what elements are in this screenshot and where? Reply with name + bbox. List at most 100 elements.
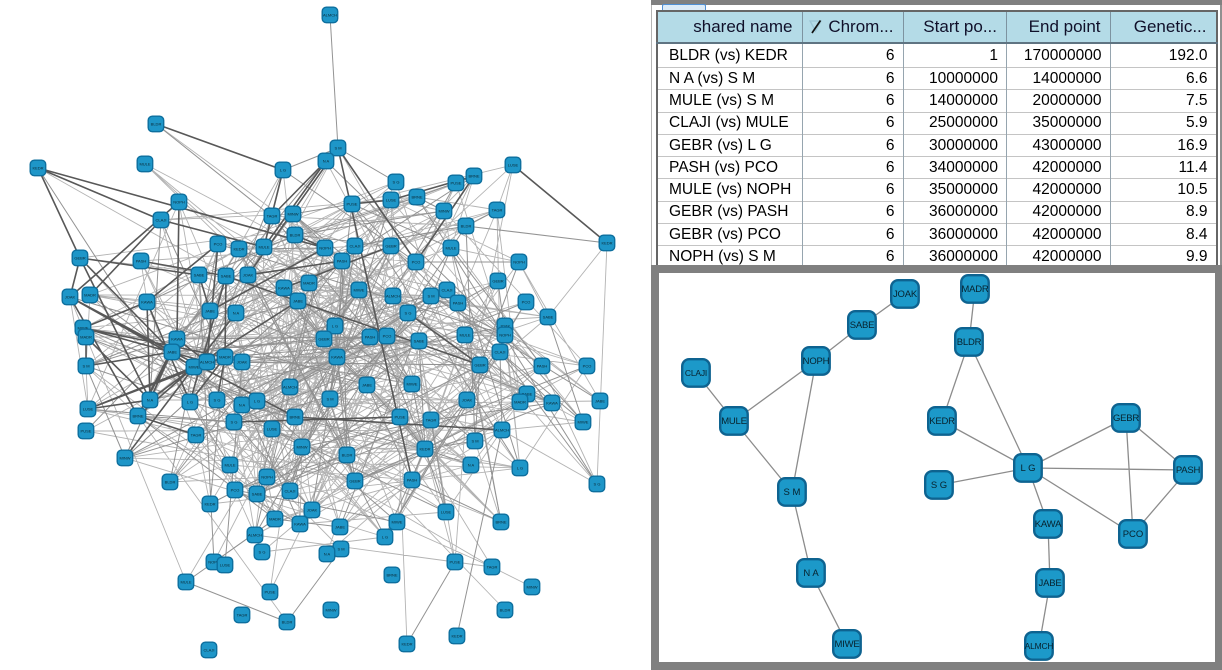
svg-text:S G: S G	[214, 398, 221, 403]
svg-text:L G: L G	[254, 399, 260, 404]
svg-text:PUSE: PUSE	[451, 181, 462, 186]
svg-text:MINW: MINW	[119, 456, 130, 461]
svg-text:TAGR: TAGR	[237, 613, 248, 618]
svg-text:PCO: PCO	[383, 334, 392, 339]
svg-text:CLAJI: CLAJI	[442, 288, 453, 293]
svg-text:SABE: SABE	[221, 274, 232, 279]
svg-text:NOPH: NOPH	[173, 200, 185, 205]
svg-text:S M: S M	[427, 294, 434, 299]
svg-text:PCO: PCO	[583, 364, 592, 369]
svg-text:TAGR: TAGR	[426, 418, 437, 423]
svg-text:L G: L G	[1021, 463, 1036, 474]
svg-text:JOAK: JOAK	[500, 324, 511, 329]
svg-text:CLAJI: CLAJI	[156, 218, 167, 223]
svg-text:MINW: MINW	[287, 212, 298, 217]
svg-text:KAWA: KAWA	[171, 337, 183, 342]
svg-text:MADR: MADR	[303, 281, 315, 286]
svg-text:GEBR: GEBR	[318, 337, 329, 342]
svg-text:KEDR: KEDR	[929, 416, 955, 427]
svg-text:PASH: PASH	[337, 259, 348, 264]
svg-text:PUSE: PUSE	[265, 590, 276, 595]
svg-text:BLDR: BLDR	[957, 337, 982, 348]
svg-text:JABE: JABE	[167, 350, 177, 355]
svg-text:LUSE: LUSE	[386, 198, 397, 203]
svg-text:MADR: MADR	[80, 335, 92, 340]
svg-text:JABE: JABE	[362, 383, 372, 388]
svg-text:MINW: MINW	[438, 209, 449, 214]
svg-text:KEDR: KEDR	[451, 634, 462, 639]
svg-text:KAWA: KAWA	[294, 522, 306, 527]
svg-text:MIWE: MIWE	[834, 639, 859, 650]
svg-text:ALMCH: ALMCH	[386, 294, 400, 299]
svg-text:NOPH: NOPH	[499, 333, 511, 338]
svg-text:BLDR: BLDR	[342, 453, 353, 458]
svg-text:KAWA: KAWA	[278, 286, 290, 291]
svg-text:N A: N A	[324, 552, 331, 557]
svg-text:JABE: JABE	[293, 299, 303, 304]
svg-text:BLDR: BLDR	[461, 224, 472, 229]
svg-text:TAGR: TAGR	[267, 214, 278, 219]
svg-text:BRNE: BRNE	[495, 520, 506, 525]
svg-text:MULE: MULE	[139, 162, 150, 167]
svg-text:PASH: PASH	[407, 478, 418, 483]
svg-text:MULE: MULE	[180, 580, 191, 585]
svg-text:GEBR: GEBR	[492, 279, 503, 284]
svg-text:MADR: MADR	[84, 293, 96, 298]
svg-text:PCO: PCO	[522, 300, 531, 305]
svg-text:JABE: JABE	[1039, 578, 1062, 589]
svg-text:JOAK: JOAK	[243, 273, 254, 278]
svg-text:LUSE: LUSE	[220, 563, 231, 568]
svg-text:NOPH: NOPH	[803, 356, 830, 367]
svg-text:PASH: PASH	[453, 301, 464, 306]
svg-text:S M: S M	[471, 439, 478, 444]
svg-text:JOAK: JOAK	[237, 360, 248, 365]
svg-text:MIWE: MIWE	[189, 365, 200, 370]
svg-text:N A: N A	[239, 403, 246, 408]
svg-text:L G: L G	[332, 324, 338, 329]
svg-text:SABE: SABE	[522, 392, 533, 397]
svg-text:NOPH: NOPH	[208, 560, 220, 565]
svg-text:PUSE: PUSE	[395, 415, 406, 420]
svg-text:KEDR: KEDR	[401, 642, 412, 647]
svg-text:BLDR: BLDR	[500, 608, 511, 613]
svg-text:S M: S M	[784, 487, 801, 498]
svg-text:ALMCH: ALMCH	[200, 360, 214, 365]
svg-text:ALMCH: ALMCH	[323, 13, 337, 18]
svg-text:JOAK: JOAK	[462, 398, 473, 403]
svg-text:NOPH: NOPH	[319, 246, 331, 251]
svg-text:KAWA: KAWA	[546, 401, 558, 406]
svg-text:PASH: PASH	[1176, 465, 1201, 476]
svg-text:KEDR: KEDR	[204, 502, 215, 507]
svg-text:CLAJI: CLAJI	[350, 244, 361, 249]
svg-text:PASH: PASH	[537, 364, 548, 369]
svg-text:S M: S M	[337, 547, 344, 552]
svg-text:LUSE: LUSE	[508, 163, 519, 168]
svg-text:ALMCH: ALMCH	[1025, 641, 1054, 651]
svg-text:MIWE: MIWE	[354, 288, 365, 293]
svg-text:S M: S M	[334, 146, 341, 151]
svg-text:N A: N A	[323, 159, 330, 164]
svg-text:JOAK: JOAK	[893, 289, 918, 300]
svg-text:MULE: MULE	[258, 245, 269, 250]
svg-text:MULE: MULE	[721, 416, 747, 427]
svg-text:N A: N A	[468, 463, 475, 468]
svg-text:MULE: MULE	[224, 463, 235, 468]
svg-text:PASH: PASH	[136, 259, 147, 264]
svg-text:PUSE: PUSE	[450, 560, 461, 565]
svg-text:SABE: SABE	[194, 273, 205, 278]
svg-text:SABE: SABE	[850, 320, 875, 331]
svg-text:PCO: PCO	[1123, 529, 1144, 540]
svg-text:PCO: PCO	[214, 242, 223, 247]
svg-text:CLAJI: CLAJI	[495, 350, 506, 355]
svg-text:BRNE: BRNE	[411, 195, 422, 200]
svg-text:MINW: MINW	[526, 585, 537, 590]
svg-text:MINW: MINW	[325, 608, 336, 613]
svg-text:JABE: JABE	[205, 309, 215, 314]
svg-text:MADR: MADR	[514, 400, 526, 405]
svg-text:ALMCH: ALMCH	[248, 533, 262, 538]
svg-text:SABE: SABE	[414, 339, 425, 344]
svg-text:TAGR: TAGR	[487, 565, 498, 570]
svg-text:BLDR: BLDR	[282, 620, 293, 625]
svg-text:ALMCH: ALMCH	[283, 385, 297, 390]
svg-text:MINW: MINW	[296, 445, 307, 450]
